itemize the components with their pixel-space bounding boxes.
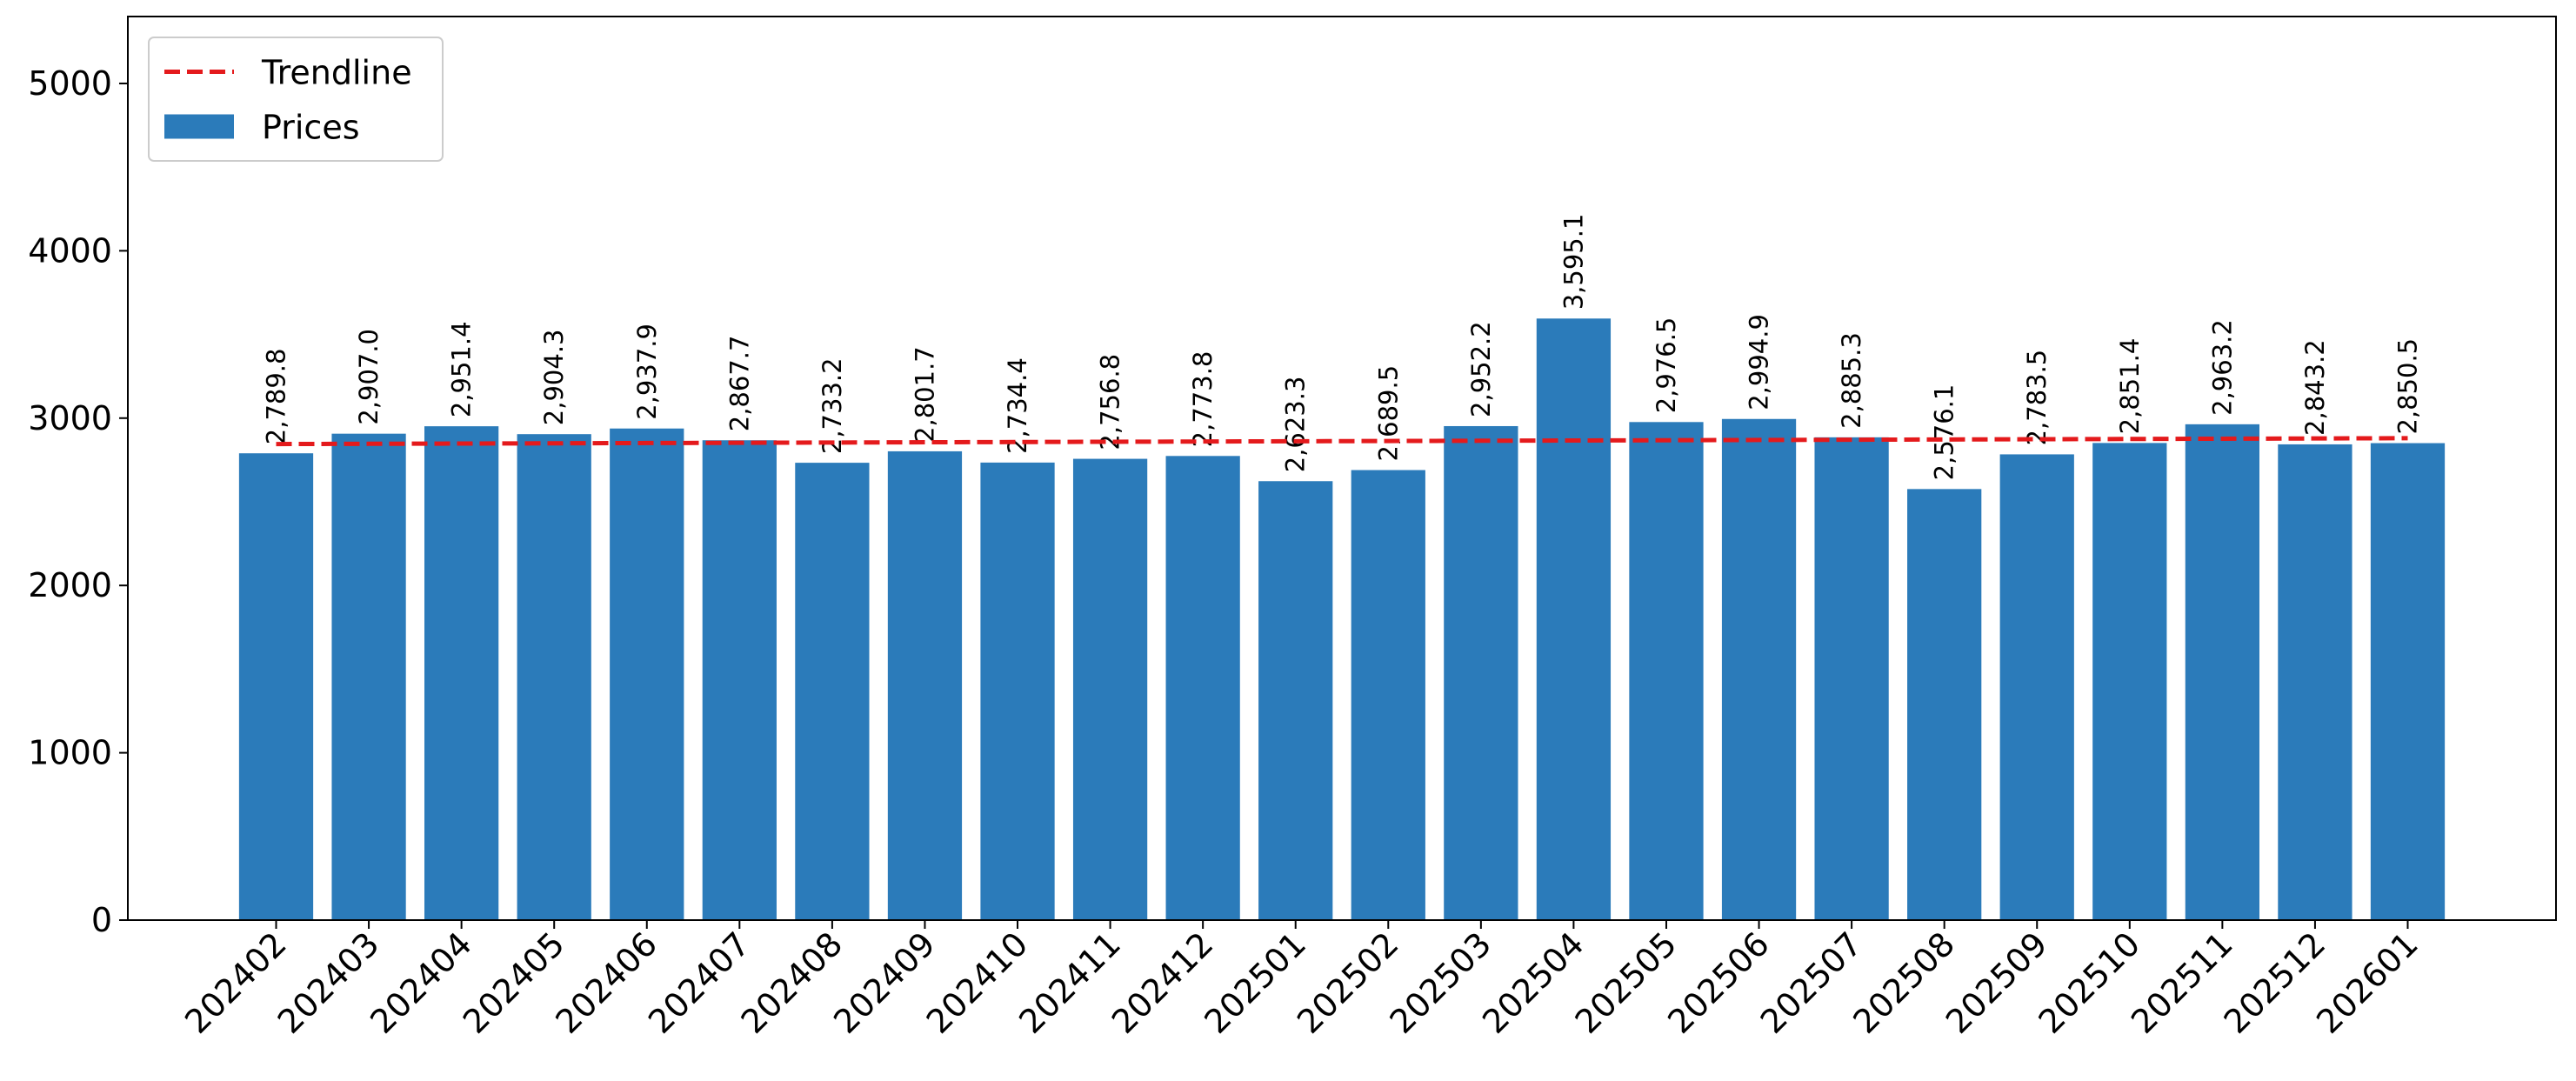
bar <box>331 433 406 921</box>
x-tick-label: 202509 <box>1939 924 2055 1041</box>
x-tick-label: 202501 <box>1197 924 1313 1041</box>
x-tick-label: 202502 <box>1290 924 1406 1041</box>
value-label: 2,576.1 <box>1930 384 1959 481</box>
x-tick-label: 202408 <box>734 924 851 1041</box>
x-tick-label: 202403 <box>270 924 387 1041</box>
x-tick-label: 202405 <box>456 924 572 1041</box>
bar <box>610 428 684 920</box>
x-tick-label: 202412 <box>1104 924 1221 1041</box>
value-label: 2,963.2 <box>2207 319 2237 416</box>
bar <box>2370 443 2446 920</box>
y-tick-label: 0 <box>91 901 112 939</box>
bar <box>702 440 777 920</box>
x-tick-label: 202407 <box>641 924 757 1041</box>
x-tick-label: 202406 <box>548 924 664 1041</box>
bar <box>1999 454 2074 920</box>
value-label: 2,773.8 <box>1188 351 1218 448</box>
y-tick-label: 3000 <box>28 399 112 437</box>
value-label: 2,907.0 <box>354 329 384 425</box>
x-tick-label: 202506 <box>1660 924 1777 1041</box>
value-label: 2,689.5 <box>1373 365 1403 462</box>
bar <box>1721 418 1797 921</box>
bar <box>980 462 1055 920</box>
bar <box>517 434 591 920</box>
value-label: 2,904.3 <box>539 329 569 425</box>
bar <box>1258 481 1333 920</box>
x-tick-label: 202505 <box>1568 924 1685 1041</box>
y-tick-label: 5000 <box>28 64 112 103</box>
y-tick-label: 4000 <box>28 231 112 270</box>
bar <box>2278 444 2352 920</box>
bar <box>1351 470 1425 920</box>
bar <box>424 426 499 920</box>
legend-swatch <box>164 114 234 139</box>
value-label: 2,801.7 <box>910 346 939 443</box>
bar <box>1536 318 1612 920</box>
bar <box>1629 422 1704 921</box>
value-label: 2,994.9 <box>1745 314 1774 410</box>
x-tick-label: 202510 <box>2031 924 2147 1041</box>
x-tick-label: 202504 <box>1475 924 1592 1041</box>
value-label: 2,976.5 <box>1652 317 1681 414</box>
x-tick-label: 202507 <box>1753 924 1870 1041</box>
bar <box>1907 489 1982 920</box>
value-label: 2,952.2 <box>1466 321 1496 417</box>
bar <box>887 450 963 920</box>
x-tick-label: 202411 <box>1011 924 1128 1041</box>
value-label: 2,734.4 <box>1003 357 1032 454</box>
value-label: 2,789.8 <box>262 349 291 445</box>
value-label: 2,937.9 <box>632 324 662 420</box>
value-label: 2,733.2 <box>818 357 847 454</box>
bar <box>238 453 314 920</box>
value-label: 2,951.4 <box>447 321 477 417</box>
x-tick-label: 202511 <box>2124 924 2240 1041</box>
value-label: 2,756.8 <box>1096 354 1125 450</box>
x-tick-label: 202402 <box>177 924 294 1041</box>
bar <box>2185 424 2259 920</box>
plot-frame <box>127 16 2557 921</box>
x-tick-label: 202601 <box>2309 924 2426 1041</box>
x-tick-label: 202409 <box>826 924 943 1041</box>
x-tick-label: 202410 <box>919 924 1036 1041</box>
bar <box>2092 443 2167 920</box>
value-label: 3,595.1 <box>1558 214 1588 310</box>
bar <box>1814 437 1889 920</box>
trendline <box>276 436 2408 447</box>
value-label: 2,851.4 <box>2115 338 2145 435</box>
value-label: 2,783.5 <box>2022 350 2052 446</box>
x-tick-label: 202508 <box>1845 924 1962 1041</box>
value-label: 2,623.3 <box>1281 377 1311 473</box>
legend-label: Prices <box>262 109 360 147</box>
y-tick-label: 2000 <box>28 566 112 604</box>
value-label: 2,867.7 <box>724 336 754 432</box>
bar <box>1444 425 1518 920</box>
x-tick-label: 202404 <box>363 924 479 1041</box>
bar <box>795 463 870 920</box>
bar <box>1072 458 1148 920</box>
x-tick-label: 202503 <box>1383 924 1499 1041</box>
x-tick-label: 202512 <box>2217 924 2333 1041</box>
value-label: 2,885.3 <box>1837 332 1866 429</box>
legend-label: Trendline <box>261 54 412 92</box>
y-tick-label: 1000 <box>28 734 112 772</box>
value-label: 2,843.2 <box>2300 339 2330 436</box>
value-label: 2,850.5 <box>2392 338 2422 435</box>
bar <box>1165 456 1240 920</box>
